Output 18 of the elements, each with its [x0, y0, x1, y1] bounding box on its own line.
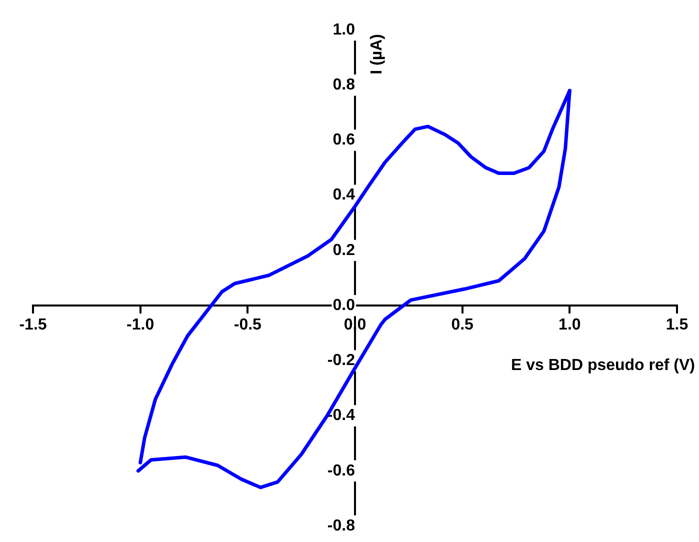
x-tick-label: 1.5 [666, 316, 688, 334]
x-axis-title: E vs BDD pseudo ref (V) [510, 356, 695, 374]
x-tick-label: -1.5 [19, 316, 47, 334]
y-tick-label: 0.6 [332, 132, 356, 149]
y-tick-label: 0.0 [332, 296, 356, 314]
y-tick-label: -0.6 [327, 462, 356, 480]
x-tick-label: -0.5 [234, 316, 262, 334]
x-tick-label: 0.5 [451, 316, 474, 334]
x-tick-label: -1.0 [126, 316, 154, 334]
y-tick-label: 1.0 [332, 21, 356, 38]
y-tick-label: 0.8 [332, 76, 356, 94]
y-axis-title: I (µA) [368, 34, 386, 74]
y-tick-label: -0.4 [327, 407, 356, 424]
y-tick-label: -0.2 [327, 352, 356, 370]
y-tick-label: -0.8 [327, 517, 356, 534]
x-tick-label: 1.0 [558, 316, 581, 334]
y-tick-label: 0.4 [332, 186, 356, 204]
y-tick-label: 0.2 [332, 242, 356, 259]
